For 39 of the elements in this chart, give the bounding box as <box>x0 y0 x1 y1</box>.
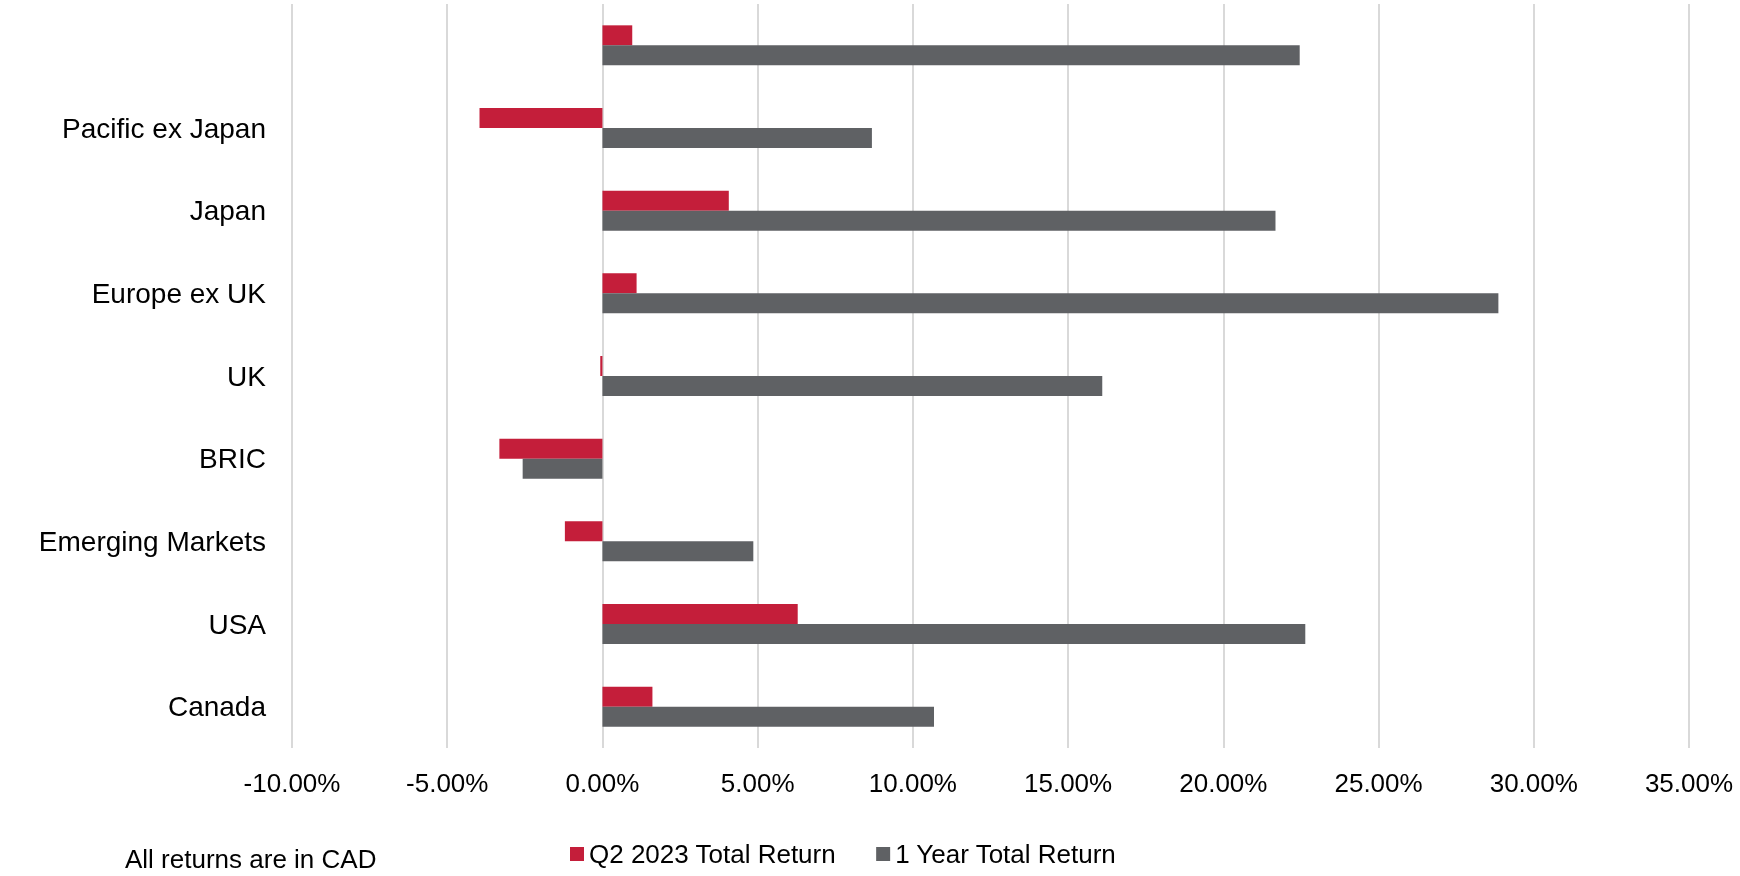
y-tick-label: Emerging Markets <box>38 525 266 557</box>
bar <box>602 210 1276 231</box>
bar <box>602 541 754 562</box>
bar <box>602 273 637 294</box>
x-tick-label: 15.00% <box>1024 768 1113 798</box>
x-tick-label: -10.00% <box>243 768 341 798</box>
bar <box>602 293 1499 314</box>
y-tick-label: BRIC <box>199 443 266 475</box>
bar <box>522 458 603 479</box>
bar <box>564 521 603 542</box>
y-tick-label: Pacific ex Japan <box>62 112 266 144</box>
y-tick-label: Canada <box>167 691 267 723</box>
bar <box>602 376 1103 396</box>
x-tick-label: 30.00% <box>1489 768 1578 798</box>
bar <box>602 706 934 727</box>
bar <box>479 108 603 128</box>
x-tick-label: 5.00% <box>720 768 795 798</box>
bar <box>602 686 653 707</box>
y-tick-label: Europe ex UK <box>91 277 267 309</box>
x-tick-label: 35.00% <box>1644 768 1734 798</box>
legend-label: Q2 2023 Total Return <box>589 839 836 869</box>
y-tick-label: USA <box>208 608 267 640</box>
bar <box>600 356 603 376</box>
x-tick-label: 10.00% <box>868 768 957 798</box>
x-tick-label: 25.00% <box>1334 768 1423 798</box>
bar <box>499 438 603 459</box>
text: All returns are in CAD <box>125 844 377 874</box>
x-tick-label: 0.00% <box>565 768 640 798</box>
bar <box>602 624 1306 644</box>
bar <box>602 128 872 148</box>
bar <box>602 190 729 211</box>
bar <box>602 25 633 46</box>
y-tick-label: UK <box>227 360 267 392</box>
x-tick-label: -5.00% <box>406 768 489 798</box>
x-tick-label: 20.00% <box>1179 768 1268 798</box>
bar <box>602 45 1300 66</box>
bar <box>602 604 798 624</box>
y-tick-label: Japan <box>189 195 266 227</box>
legend-label: 1 Year Total Return <box>895 839 1116 869</box>
